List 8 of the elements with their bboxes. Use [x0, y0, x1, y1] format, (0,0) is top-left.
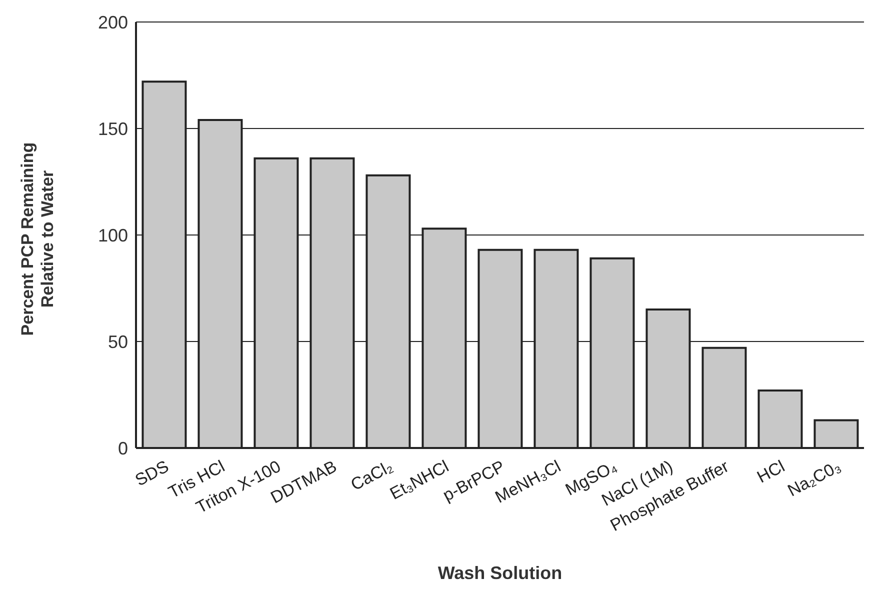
y-tick-label: 50	[108, 332, 128, 352]
y-tick-label: 0	[118, 438, 128, 458]
x-tick-label: HCl	[754, 456, 788, 487]
y-tick-label: 100	[98, 225, 128, 246]
x-axis-title: Wash Solution	[438, 563, 562, 583]
y-tick-label: 150	[98, 118, 128, 139]
y-axis-title: Percent PCP Remaining Relative to Water	[18, 141, 58, 338]
y-tick-label: 200	[98, 12, 128, 32]
